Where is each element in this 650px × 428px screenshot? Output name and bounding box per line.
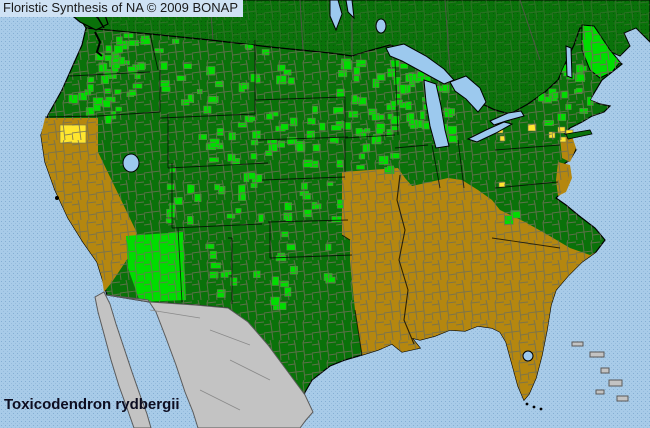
province-borders xyxy=(209,0,541,71)
lake-michigan xyxy=(423,79,450,149)
bahamas-islands xyxy=(571,341,629,402)
florida-keys xyxy=(525,402,543,411)
canada-lakes xyxy=(329,0,387,34)
map-title: Floristic Synthesis of NA © 2009 BONAP xyxy=(0,0,244,17)
great-salt-lake xyxy=(122,153,140,173)
baja-california xyxy=(94,291,152,428)
region-outside-gray xyxy=(94,291,629,428)
region-canada xyxy=(59,0,650,115)
mexico-mainland xyxy=(106,294,314,428)
lake-huron xyxy=(449,75,487,113)
lakes xyxy=(122,43,573,362)
mexico-state-borders xyxy=(149,309,271,411)
puget-sound xyxy=(94,31,103,57)
lake-ontario xyxy=(489,110,525,126)
species-name-label: Toxicodendron rydbergii xyxy=(4,396,180,413)
lake-erie xyxy=(466,121,514,143)
long-island xyxy=(565,129,593,140)
lake-superior xyxy=(385,43,455,85)
state-borders xyxy=(44,33,561,356)
lake-champlain xyxy=(565,45,573,79)
lake-okeechobee xyxy=(522,350,534,362)
san-francisco-bay xyxy=(55,196,59,200)
